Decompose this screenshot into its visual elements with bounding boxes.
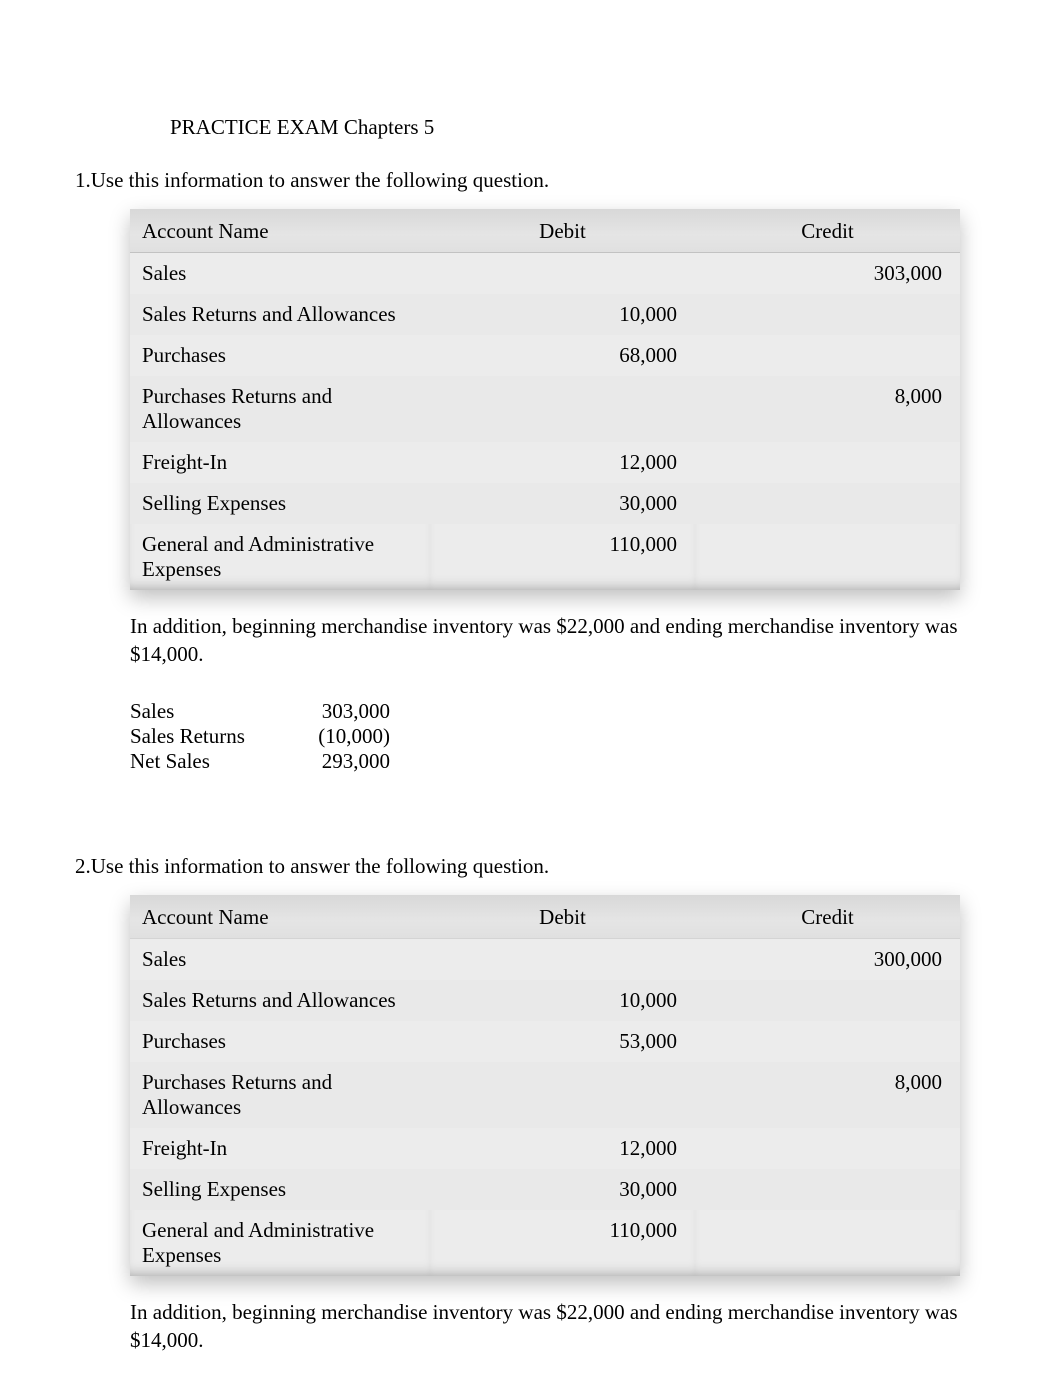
cell-account: General and Administrative Expenses bbox=[130, 1210, 430, 1276]
table-header-row: Account Name Debit Credit bbox=[130, 895, 960, 939]
calc-value: (10,000) bbox=[280, 724, 390, 749]
table-row: Purchases 53,000 bbox=[130, 1021, 960, 1062]
table-row: General and Administrative Expenses 110,… bbox=[130, 524, 960, 590]
calc-value: 303,000 bbox=[280, 699, 390, 724]
cell-debit bbox=[430, 938, 695, 980]
table-row: Sales 300,000 bbox=[130, 938, 960, 980]
cell-account: Purchases bbox=[130, 1021, 430, 1062]
cell-credit bbox=[695, 483, 960, 524]
col-header-account: Account Name bbox=[130, 895, 430, 939]
cell-credit bbox=[695, 335, 960, 376]
cell-account: Purchases bbox=[130, 335, 430, 376]
q1-trial-table: Account Name Debit Credit Sales 303,000 … bbox=[130, 209, 960, 590]
cell-credit: 8,000 bbox=[695, 376, 960, 442]
cell-debit: 53,000 bbox=[430, 1021, 695, 1062]
calc-value: 293,000 bbox=[280, 749, 390, 774]
q2-note: In addition, beginning merchandise inven… bbox=[130, 1298, 960, 1355]
cell-credit: 303,000 bbox=[695, 253, 960, 295]
page-title: PRACTICE EXAM Chapters 5 bbox=[170, 115, 987, 140]
q1-number: 1. bbox=[75, 168, 91, 192]
col-header-debit: Debit bbox=[430, 209, 695, 253]
table-row: Freight-In 12,000 bbox=[130, 1128, 960, 1169]
table-row: Purchases 68,000 bbox=[130, 335, 960, 376]
cell-debit bbox=[430, 253, 695, 295]
calc-label: Sales Returns bbox=[130, 724, 280, 749]
cell-account: Freight-In bbox=[130, 442, 430, 483]
cell-account: Purchases Returns and Allowances bbox=[130, 1062, 430, 1128]
cell-credit bbox=[695, 1210, 960, 1276]
cell-debit bbox=[430, 1062, 695, 1128]
cell-debit: 12,000 bbox=[430, 442, 695, 483]
cell-credit bbox=[695, 524, 960, 590]
col-header-credit: Credit bbox=[695, 895, 960, 939]
cell-debit: 10,000 bbox=[430, 294, 695, 335]
q2-intro: 2.Use this information to answer the fol… bbox=[75, 854, 987, 879]
cell-account: Sales bbox=[130, 938, 430, 980]
q1-calculation: Sales 303,000 Sales Returns (10,000) Net… bbox=[130, 699, 987, 774]
calc-label: Sales bbox=[130, 699, 280, 724]
cell-debit: 110,000 bbox=[430, 1210, 695, 1276]
table-header-row: Account Name Debit Credit bbox=[130, 209, 960, 253]
cell-account: Sales Returns and Allowances bbox=[130, 980, 430, 1021]
col-header-debit: Debit bbox=[430, 895, 695, 939]
cell-debit: 30,000 bbox=[430, 1169, 695, 1210]
cell-credit bbox=[695, 1128, 960, 1169]
cell-debit: 12,000 bbox=[430, 1128, 695, 1169]
table-row: Sales Returns and Allowances 10,000 bbox=[130, 294, 960, 335]
q1-intro: 1.Use this information to answer the fol… bbox=[75, 168, 987, 193]
table-row: Sales 303,000 bbox=[130, 253, 960, 295]
calc-label: Net Sales bbox=[130, 749, 280, 774]
q1-table-wrap: Account Name Debit Credit Sales 303,000 … bbox=[130, 209, 987, 590]
table-row: Sales Returns and Allowances 10,000 bbox=[130, 980, 960, 1021]
cell-account: Freight-In bbox=[130, 1128, 430, 1169]
table-row: Selling Expenses 30,000 bbox=[130, 1169, 960, 1210]
cell-credit bbox=[695, 294, 960, 335]
table-row: Selling Expenses 30,000 bbox=[130, 483, 960, 524]
col-header-credit: Credit bbox=[695, 209, 960, 253]
cell-account: Selling Expenses bbox=[130, 483, 430, 524]
cell-account: General and Administrative Expenses bbox=[130, 524, 430, 590]
cell-credit bbox=[695, 980, 960, 1021]
table-row: Purchases Returns and Allowances 8,000 bbox=[130, 1062, 960, 1128]
cell-credit: 8,000 bbox=[695, 1062, 960, 1128]
cell-debit: 110,000 bbox=[430, 524, 695, 590]
cell-credit bbox=[695, 1021, 960, 1062]
calc-row: Sales 303,000 bbox=[130, 699, 987, 724]
q2-intro-text: Use this information to answer the follo… bbox=[91, 854, 549, 878]
q2-number: 2. bbox=[75, 854, 91, 878]
q2-trial-table: Account Name Debit Credit Sales 300,000 … bbox=[130, 895, 960, 1276]
table-row: Freight-In 12,000 bbox=[130, 442, 960, 483]
cell-account: Purchases Returns and Allowances bbox=[130, 376, 430, 442]
calc-row: Sales Returns (10,000) bbox=[130, 724, 987, 749]
cell-credit bbox=[695, 1169, 960, 1210]
cell-debit: 30,000 bbox=[430, 483, 695, 524]
cell-credit bbox=[695, 442, 960, 483]
col-header-account: Account Name bbox=[130, 209, 430, 253]
table-row: Purchases Returns and Allowances 8,000 bbox=[130, 376, 960, 442]
q1-intro-text: Use this information to answer the follo… bbox=[91, 168, 549, 192]
cell-account: Sales bbox=[130, 253, 430, 295]
cell-account: Selling Expenses bbox=[130, 1169, 430, 1210]
q1-note: In addition, beginning merchandise inven… bbox=[130, 612, 960, 669]
cell-debit bbox=[430, 376, 695, 442]
cell-debit: 68,000 bbox=[430, 335, 695, 376]
cell-debit: 10,000 bbox=[430, 980, 695, 1021]
q2-table-wrap: Account Name Debit Credit Sales 300,000 … bbox=[130, 895, 987, 1276]
table-row: General and Administrative Expenses 110,… bbox=[130, 1210, 960, 1276]
cell-account: Sales Returns and Allowances bbox=[130, 294, 430, 335]
calc-row: Net Sales 293,000 bbox=[130, 749, 987, 774]
cell-credit: 300,000 bbox=[695, 938, 960, 980]
